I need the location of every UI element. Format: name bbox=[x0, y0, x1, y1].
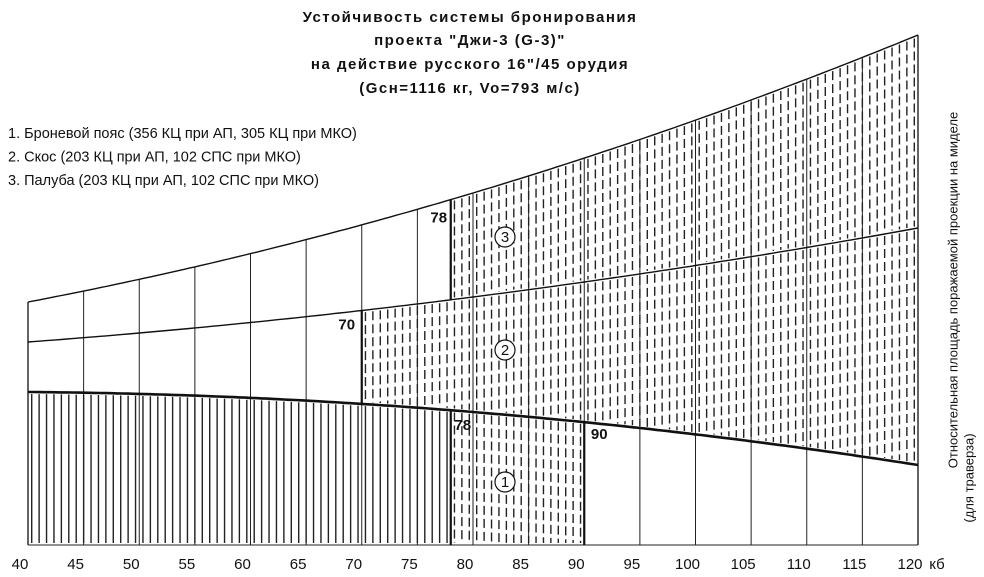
title-line: проекта "Джи-3 (G-3)" bbox=[374, 32, 566, 49]
zone-marker bbox=[494, 226, 516, 248]
boundary-label: 78 bbox=[454, 417, 471, 434]
title-line: на действие русского 16"/45 орудия bbox=[311, 56, 629, 73]
x-tick-label: 45 bbox=[67, 556, 84, 573]
boundary-label: 90 bbox=[591, 426, 608, 443]
top-curve bbox=[27, 34, 919, 303]
title-line: Устойчивость системы бронирования bbox=[303, 9, 638, 26]
x-tick-label: 75 bbox=[401, 556, 418, 573]
title: Устойчивость системы бронирования проекта… bbox=[303, 9, 638, 97]
y-axis-label: Относительная площадь поражаемой проекци… bbox=[945, 112, 960, 469]
zone-marker bbox=[494, 471, 516, 493]
boundary-label: 70 bbox=[338, 316, 355, 333]
legend: 1. Броневой пояс (356 КЦ при АП, 305 КЦ … bbox=[8, 126, 357, 189]
zone-label: 2 bbox=[501, 342, 509, 359]
x-tick-label: 110 bbox=[787, 556, 811, 573]
x-tick-label: 55 bbox=[179, 556, 196, 573]
x-tick-label: 95 bbox=[624, 556, 641, 573]
x-tick-label: 40 bbox=[12, 556, 29, 573]
x-tick-label: 100 bbox=[675, 556, 700, 573]
zone-label: 3 bbox=[501, 229, 509, 246]
x-tick-label: 50 bbox=[123, 556, 140, 573]
x-tick-label: 80 bbox=[457, 556, 474, 573]
slope-curve bbox=[27, 227, 919, 343]
x-tick-label: 65 bbox=[290, 556, 307, 573]
legend-entry: 2. Скос (203 КЦ при АП, 102 СПС при МКО) bbox=[8, 149, 301, 165]
title-line: (Gсн=1116 кг, Vo=793 м/с) bbox=[359, 80, 581, 97]
x-tick-label: 85 bbox=[512, 556, 529, 573]
belt-curve bbox=[28, 390, 919, 467]
x-unit: кб bbox=[929, 556, 944, 573]
x-tick-label: 70 bbox=[345, 556, 362, 573]
legend-entry: 3. Палуба (203 КЦ при АП, 102 СПС при МК… bbox=[8, 173, 319, 189]
zone-marker bbox=[494, 339, 516, 361]
boundary-label: 78 bbox=[430, 210, 447, 227]
y-axis-label: (для траверза) bbox=[961, 433, 976, 522]
x-tick-label: 115 bbox=[842, 556, 866, 573]
x-tick-label: 90 bbox=[568, 556, 585, 573]
x-tick-label: 105 bbox=[731, 556, 756, 573]
x-tick-label: 120 bbox=[897, 556, 922, 573]
zone-label: 1 bbox=[501, 474, 509, 491]
legend-entry: 1. Броневой пояс (356 КЦ при АП, 305 КЦ … bbox=[8, 126, 357, 142]
plot: 40 45 50 55 60 65 70 75 80 85 90 95 100 105 110 115 120 к… bbox=[12, 34, 976, 573]
x-tick-label: 60 bbox=[234, 556, 251, 573]
